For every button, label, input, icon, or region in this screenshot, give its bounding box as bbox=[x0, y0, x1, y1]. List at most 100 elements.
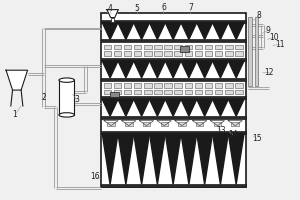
Bar bbox=[225, 51, 232, 56]
Polygon shape bbox=[197, 134, 212, 184]
Polygon shape bbox=[228, 23, 244, 39]
Polygon shape bbox=[102, 23, 118, 39]
Ellipse shape bbox=[59, 113, 74, 117]
Bar bbox=[114, 83, 121, 88]
Text: 2: 2 bbox=[42, 93, 46, 102]
Bar bbox=[184, 90, 192, 94]
Bar bbox=[101, 78, 246, 81]
Bar bbox=[195, 90, 202, 94]
Bar bbox=[103, 90, 111, 94]
Text: 3: 3 bbox=[74, 96, 79, 104]
Bar bbox=[144, 45, 152, 49]
Bar bbox=[103, 83, 111, 88]
Bar bbox=[225, 83, 232, 88]
Text: 13: 13 bbox=[216, 126, 226, 135]
Bar bbox=[215, 51, 223, 56]
Polygon shape bbox=[134, 134, 149, 184]
Bar bbox=[184, 83, 192, 88]
Bar bbox=[114, 45, 121, 49]
Text: 8: 8 bbox=[256, 11, 261, 20]
Text: 7: 7 bbox=[188, 3, 193, 12]
Bar bbox=[59, 80, 74, 115]
Bar bbox=[164, 51, 172, 56]
Polygon shape bbox=[102, 99, 118, 116]
Polygon shape bbox=[118, 23, 134, 39]
Bar bbox=[205, 90, 212, 94]
Bar bbox=[124, 51, 131, 56]
Polygon shape bbox=[181, 23, 197, 39]
Polygon shape bbox=[181, 99, 197, 116]
Text: 15: 15 bbox=[252, 134, 262, 143]
Polygon shape bbox=[149, 99, 165, 116]
Bar bbox=[215, 83, 223, 88]
Text: 11: 11 bbox=[275, 40, 285, 49]
Polygon shape bbox=[149, 23, 165, 39]
Bar bbox=[195, 83, 202, 88]
Polygon shape bbox=[212, 61, 228, 78]
Bar bbox=[196, 122, 203, 126]
Ellipse shape bbox=[59, 78, 74, 82]
Polygon shape bbox=[165, 61, 181, 78]
Text: 4: 4 bbox=[107, 4, 112, 13]
Bar bbox=[215, 45, 223, 49]
Polygon shape bbox=[228, 134, 244, 184]
Polygon shape bbox=[118, 134, 134, 184]
Polygon shape bbox=[6, 70, 28, 90]
Bar bbox=[175, 90, 182, 94]
Bar bbox=[225, 45, 232, 49]
Polygon shape bbox=[134, 23, 149, 39]
Bar bbox=[205, 83, 212, 88]
Bar bbox=[214, 122, 221, 126]
Bar bbox=[134, 90, 141, 94]
Bar bbox=[101, 58, 246, 61]
Polygon shape bbox=[197, 99, 212, 116]
Polygon shape bbox=[181, 61, 197, 78]
Bar bbox=[103, 45, 111, 49]
Bar bbox=[235, 51, 243, 56]
Polygon shape bbox=[118, 61, 134, 78]
Bar bbox=[195, 51, 202, 56]
Bar bbox=[248, 17, 251, 86]
Bar bbox=[144, 83, 152, 88]
Bar bbox=[101, 184, 246, 187]
Polygon shape bbox=[212, 23, 228, 39]
Polygon shape bbox=[165, 134, 181, 184]
Bar bbox=[154, 51, 162, 56]
Text: 16: 16 bbox=[90, 172, 100, 181]
Bar bbox=[110, 92, 118, 97]
Polygon shape bbox=[149, 61, 165, 78]
Bar bbox=[107, 122, 115, 126]
Bar bbox=[101, 96, 246, 99]
Bar bbox=[164, 90, 172, 94]
Polygon shape bbox=[228, 99, 244, 116]
Polygon shape bbox=[165, 23, 181, 39]
Bar bbox=[143, 122, 150, 126]
Polygon shape bbox=[102, 61, 118, 78]
Bar bbox=[101, 116, 246, 119]
Polygon shape bbox=[197, 23, 212, 39]
Bar bbox=[124, 83, 131, 88]
Bar bbox=[134, 51, 141, 56]
Bar bbox=[195, 45, 202, 49]
Polygon shape bbox=[134, 61, 149, 78]
Polygon shape bbox=[181, 134, 197, 184]
Bar bbox=[184, 45, 192, 49]
Polygon shape bbox=[165, 99, 181, 116]
Text: 10: 10 bbox=[269, 33, 279, 42]
Polygon shape bbox=[212, 134, 228, 184]
Bar bbox=[235, 90, 243, 94]
Text: 5: 5 bbox=[134, 4, 139, 13]
Bar bbox=[205, 51, 212, 56]
Bar bbox=[178, 122, 186, 126]
Bar bbox=[154, 45, 162, 49]
Bar bbox=[164, 45, 172, 49]
Bar bbox=[235, 83, 243, 88]
Bar bbox=[101, 131, 246, 134]
Bar bbox=[235, 45, 243, 49]
Bar bbox=[184, 51, 192, 56]
Polygon shape bbox=[212, 99, 228, 116]
Bar bbox=[124, 90, 131, 94]
Bar bbox=[180, 46, 189, 52]
Text: 1: 1 bbox=[13, 110, 17, 119]
Polygon shape bbox=[228, 61, 244, 78]
